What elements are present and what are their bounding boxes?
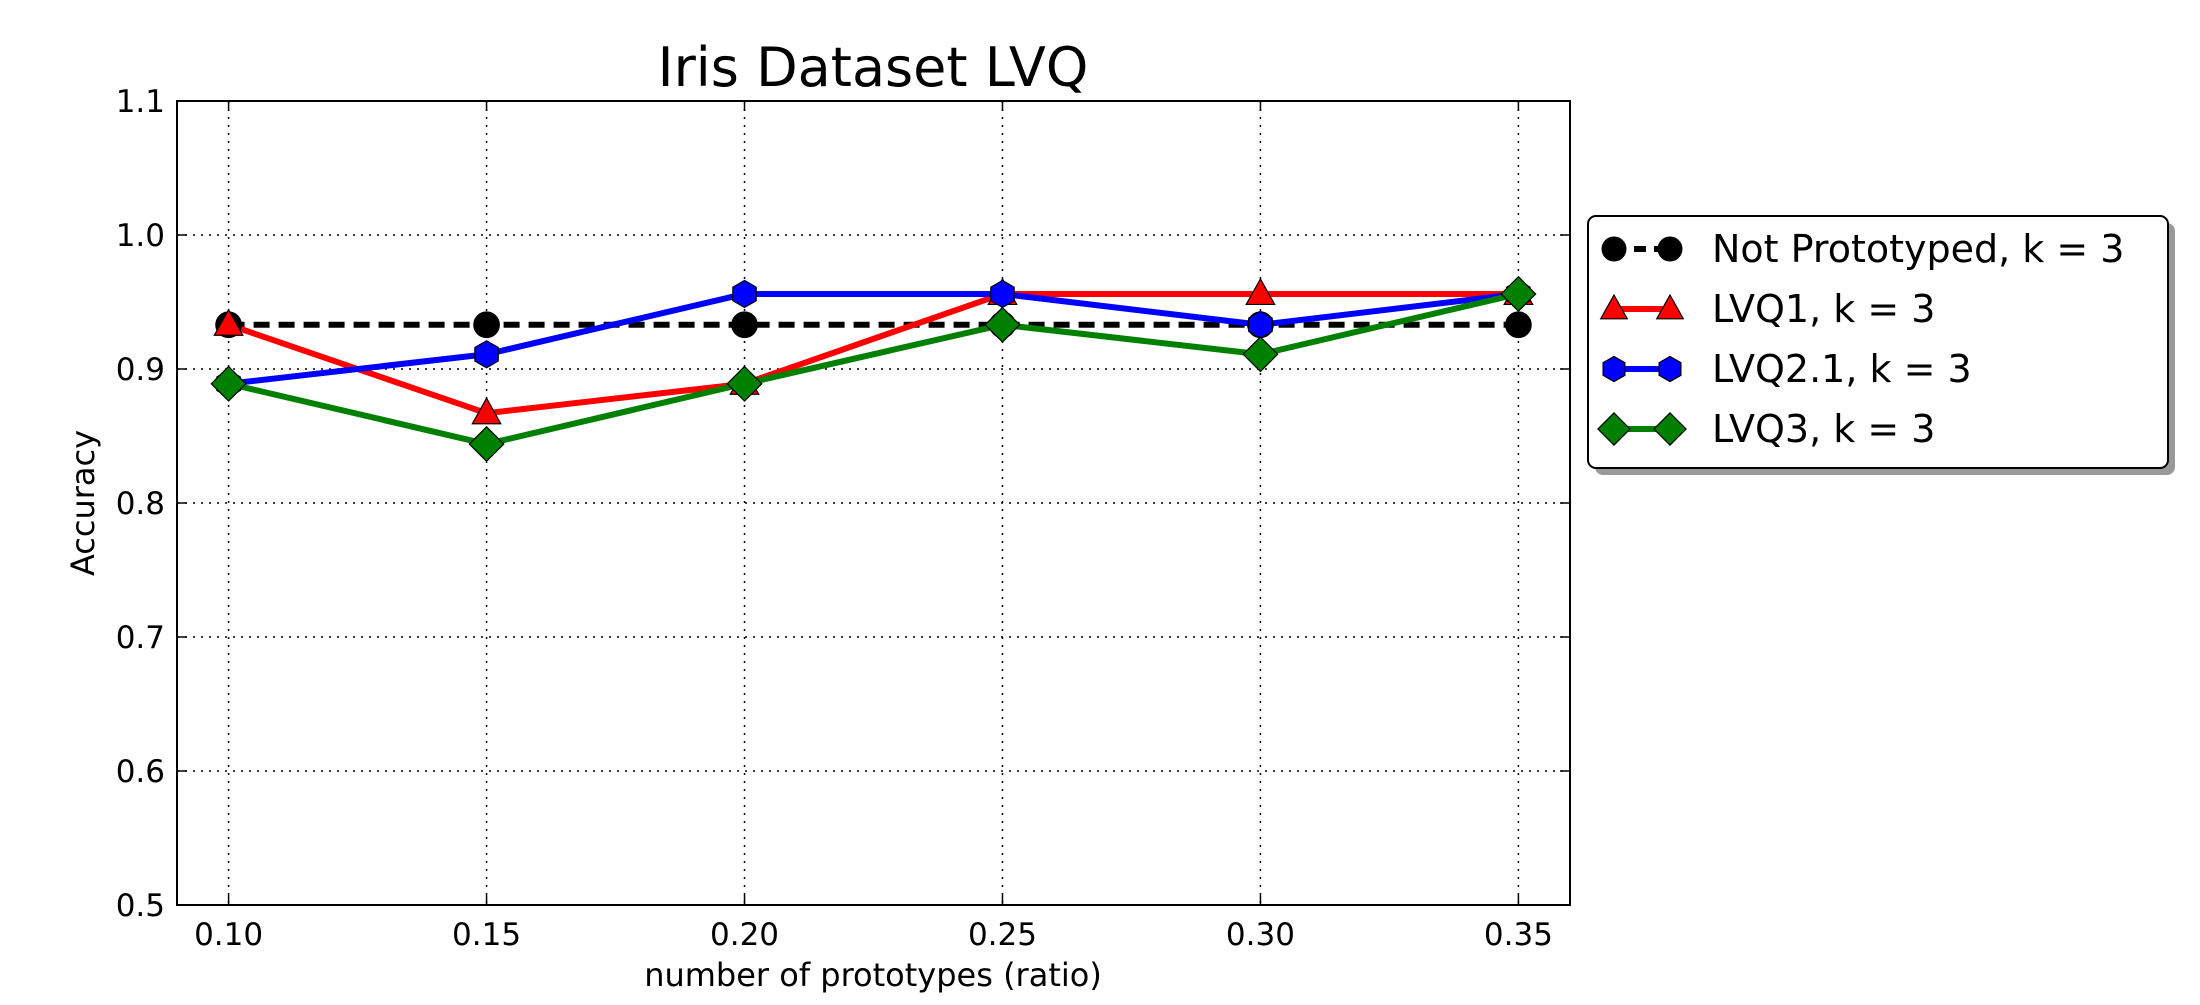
data-point-lvq3-k-3: [1500, 275, 1537, 313]
data-point-lvq1-k-3: [1245, 277, 1276, 306]
legend-label: LVQ2.1, k = 3: [1712, 347, 1972, 391]
data-point-lvq2-1-k-3: [990, 279, 1015, 309]
y-tick-label: 0.6: [116, 754, 165, 790]
grid-lines: [177, 100, 1570, 906]
series-lines: [227, 290, 1520, 448]
chart-title: Iris Dataset LVQ: [658, 36, 1089, 99]
legend-marker: [1657, 236, 1683, 262]
data-point-lvq3-k-3: [984, 306, 1021, 343]
data-point-lvq1-k-3: [471, 396, 502, 425]
y-tick-label: 0.8: [116, 486, 165, 522]
legend-marker: [1658, 355, 1682, 383]
x-tick-label: 0.15: [452, 917, 521, 953]
x-tick-label: 0.30: [1226, 917, 1295, 953]
legend-label: LVQ3, k = 3: [1712, 407, 1935, 451]
y-tick-label: 1.0: [116, 218, 165, 254]
data-point-lvq3-k-3: [468, 425, 505, 463]
series-markers: [210, 275, 1537, 463]
series-line-lvq1-k-3: [227, 290, 1519, 417]
data-point-not-prototyped-k-3: [731, 311, 758, 339]
legend-label: LVQ1, k = 3: [1712, 287, 1935, 331]
series-line-lvq2-1-k-3: [228, 290, 1519, 387]
x-tick-label: 0.20: [710, 917, 779, 953]
data-point-lvq3-k-3: [726, 365, 763, 402]
data-point-lvq2-1-k-3: [1248, 310, 1273, 339]
legend-box: [1587, 215, 2169, 469]
series-line-lvq3-k-3: [227, 291, 1520, 448]
y-tick-label: 0.5: [116, 888, 165, 924]
legend-marker: [1599, 293, 1629, 320]
data-point-lvq2-1-k-3: [732, 279, 757, 309]
x-axis-label: number of prototypes (ratio): [644, 956, 1102, 994]
data-point-lvq3-k-3: [1242, 336, 1279, 373]
data-point-lvq2-1-k-3: [474, 340, 499, 369]
x-tick-label: 0.10: [194, 917, 263, 953]
legend-label: Not Prototyped, k = 3: [1712, 227, 2124, 271]
data-point-not-prototyped-k-3: [473, 311, 500, 339]
y-tick-label: 0.7: [116, 620, 165, 656]
legend-marker: [1597, 412, 1631, 446]
x-tick-label: 0.25: [968, 917, 1037, 953]
legend-marker: [1602, 355, 1626, 383]
legend-marker: [1655, 293, 1685, 320]
legend-marker: [1601, 236, 1627, 262]
data-point-lvq1-k-3: [213, 308, 244, 336]
data-point-lvq3-k-3: [210, 365, 247, 402]
y-tick-label: 0.9: [116, 352, 165, 388]
legend-marker: [1653, 412, 1687, 446]
y-axis-label: Accuracy: [64, 430, 102, 576]
axis-ticks: 0.10 0.15 0.20 0.25 0.30 0.35 0.5 0.6 0.7 0.8 0.9 1…: [116, 84, 1570, 953]
legend: Not Prototyped, k = 3 LVQ1, k = 3 LVQ2.1, …: [1587, 215, 2175, 475]
x-tick-label: 0.35: [1484, 917, 1553, 953]
y-tick-label: 1.1: [116, 84, 165, 120]
data-point-not-prototyped-k-3: [1505, 311, 1532, 339]
